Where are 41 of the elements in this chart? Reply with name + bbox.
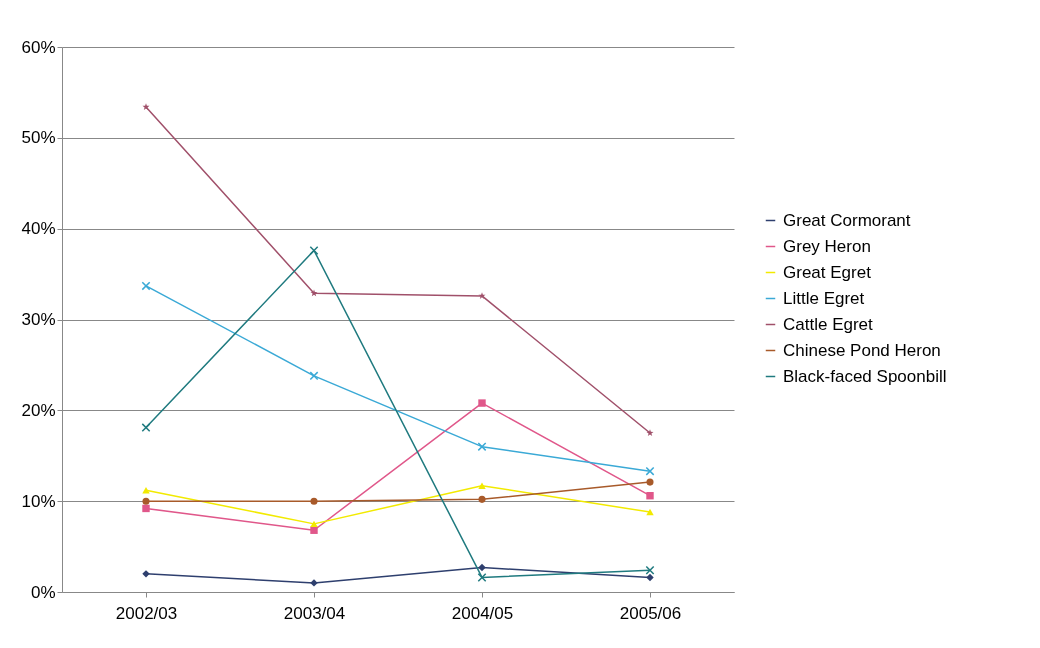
y-tick-label: 0% <box>30 582 56 602</box>
point <box>645 565 655 575</box>
point <box>646 508 654 516</box>
y-tick-label: 40% <box>21 219 56 239</box>
point <box>309 371 319 381</box>
y-tick-label: 10% <box>21 491 56 511</box>
point <box>477 442 487 452</box>
point <box>646 492 654 500</box>
x-tick-label: 2002/03 <box>115 603 178 623</box>
y-tick-label: 30% <box>21 310 56 329</box>
point <box>478 399 486 407</box>
point <box>478 495 486 503</box>
point <box>310 520 318 528</box>
legend-label: Grey Heron <box>783 236 871 256</box>
point <box>141 423 151 433</box>
point <box>309 246 319 255</box>
legend-label: Little Egret <box>783 288 865 308</box>
legend-label: Great Cormorant <box>783 210 911 230</box>
point <box>478 482 486 489</box>
point <box>142 504 150 513</box>
point <box>477 573 487 582</box>
legend-label: Black-faced Spoonbill <box>783 366 947 386</box>
point <box>646 429 654 437</box>
point <box>310 526 318 534</box>
x-tick-label: 2005/06 <box>619 603 682 623</box>
point <box>141 281 151 291</box>
point <box>310 497 318 505</box>
x-tick-label: 2004/05 <box>451 603 514 623</box>
y-tick-label: 20% <box>21 400 56 420</box>
point <box>646 478 654 486</box>
point <box>645 466 655 476</box>
x-tick-label: 2003/04 <box>283 603 346 623</box>
y-tick-label: 50% <box>21 128 56 148</box>
y-tick-label: 60% <box>21 37 56 57</box>
point <box>310 289 318 297</box>
legend-label: Chinese Pond Heron <box>783 340 941 360</box>
point <box>478 563 486 572</box>
legend-label: Cattle Egret <box>783 314 874 334</box>
legend-label: Great Egret <box>783 262 872 282</box>
point <box>646 573 654 582</box>
point <box>142 497 150 505</box>
